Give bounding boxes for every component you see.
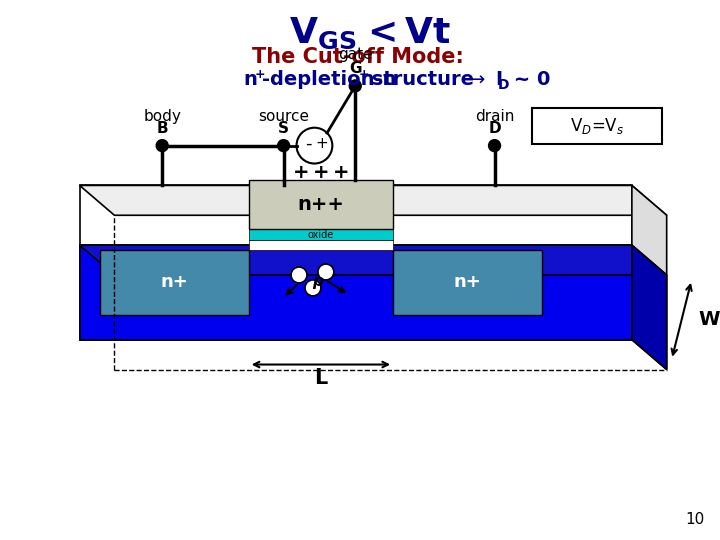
Text: source: source (258, 109, 309, 124)
Text: S: S (278, 120, 289, 136)
Text: L: L (315, 368, 328, 388)
Circle shape (305, 280, 321, 296)
Text: W: W (698, 310, 720, 329)
Polygon shape (249, 229, 393, 240)
Polygon shape (80, 245, 632, 340)
Text: +: + (359, 69, 369, 82)
Text: +: + (312, 163, 329, 182)
Text: $\mathbf{< Vt}$: $\mathbf{< Vt}$ (360, 16, 451, 50)
Text: structure: structure (365, 70, 474, 90)
Text: gate: gate (338, 47, 372, 62)
Text: +: + (293, 163, 310, 182)
Circle shape (318, 264, 334, 280)
Text: body: body (143, 109, 181, 124)
Circle shape (349, 80, 361, 92)
Text: ~ 0: ~ 0 (508, 70, 551, 90)
Circle shape (489, 140, 500, 152)
Circle shape (291, 267, 307, 283)
Text: +: + (315, 136, 328, 151)
Text: -depletion-n: -depletion-n (261, 70, 396, 90)
Text: $\rightarrow$ I: $\rightarrow$ I (458, 70, 503, 90)
Circle shape (297, 127, 333, 164)
Polygon shape (99, 250, 249, 315)
Text: D: D (488, 120, 501, 136)
Text: +: + (333, 163, 349, 182)
Polygon shape (632, 185, 667, 369)
Polygon shape (393, 250, 542, 315)
Text: V$_D$=V$_s$: V$_D$=V$_s$ (570, 116, 624, 136)
Polygon shape (249, 240, 393, 250)
Text: +: + (255, 69, 266, 82)
Text: drain: drain (475, 109, 514, 124)
Text: p: p (312, 274, 323, 289)
Polygon shape (80, 185, 632, 340)
Text: oxide: oxide (307, 230, 334, 240)
Text: 10: 10 (685, 512, 704, 526)
Polygon shape (632, 245, 667, 369)
Polygon shape (80, 185, 667, 215)
Polygon shape (532, 108, 662, 144)
Text: $\mathbf{V}_{\mathbf{GS}}$: $\mathbf{V}_{\mathbf{GS}}$ (289, 16, 356, 51)
Text: B: B (156, 120, 168, 136)
Text: G: G (349, 61, 361, 76)
Circle shape (278, 140, 289, 152)
Polygon shape (80, 245, 667, 275)
Text: n: n (244, 70, 258, 90)
Text: -: - (305, 134, 312, 153)
Text: n++: n++ (297, 195, 344, 214)
Text: D: D (498, 78, 509, 92)
Text: n+: n+ (161, 273, 188, 292)
Polygon shape (249, 180, 393, 229)
Text: The Cut-off Mode:: The Cut-off Mode: (252, 47, 464, 67)
Circle shape (156, 140, 168, 152)
Text: n+: n+ (454, 273, 482, 292)
